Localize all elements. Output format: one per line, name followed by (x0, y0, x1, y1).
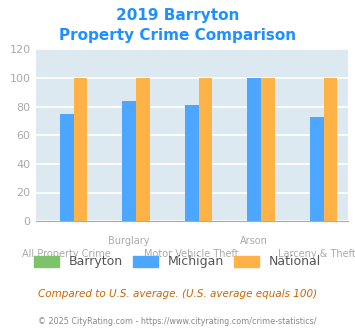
Legend: Barryton, Michigan, National: Barryton, Michigan, National (29, 250, 326, 274)
Text: Arson: Arson (240, 236, 268, 246)
Text: Property Crime Comparison: Property Crime Comparison (59, 28, 296, 43)
Bar (122, 101, 136, 221)
Bar (136, 78, 150, 221)
Text: Burglary: Burglary (109, 236, 150, 246)
Text: All Property Crime: All Property Crime (22, 249, 111, 259)
Text: 2019 Barryton: 2019 Barryton (116, 8, 239, 23)
Bar (73, 78, 87, 221)
Text: Motor Vehicle Theft: Motor Vehicle Theft (144, 249, 239, 259)
Text: Larceny & Theft: Larceny & Theft (278, 249, 355, 259)
Bar (185, 105, 198, 221)
Bar (198, 78, 212, 221)
Bar (261, 78, 275, 221)
Bar (60, 114, 73, 221)
Bar (310, 117, 323, 221)
Text: © 2025 CityRating.com - https://www.cityrating.com/crime-statistics/: © 2025 CityRating.com - https://www.city… (38, 317, 317, 326)
Bar (247, 78, 261, 221)
Bar (323, 78, 337, 221)
Text: Compared to U.S. average. (U.S. average equals 100): Compared to U.S. average. (U.S. average … (38, 289, 317, 299)
